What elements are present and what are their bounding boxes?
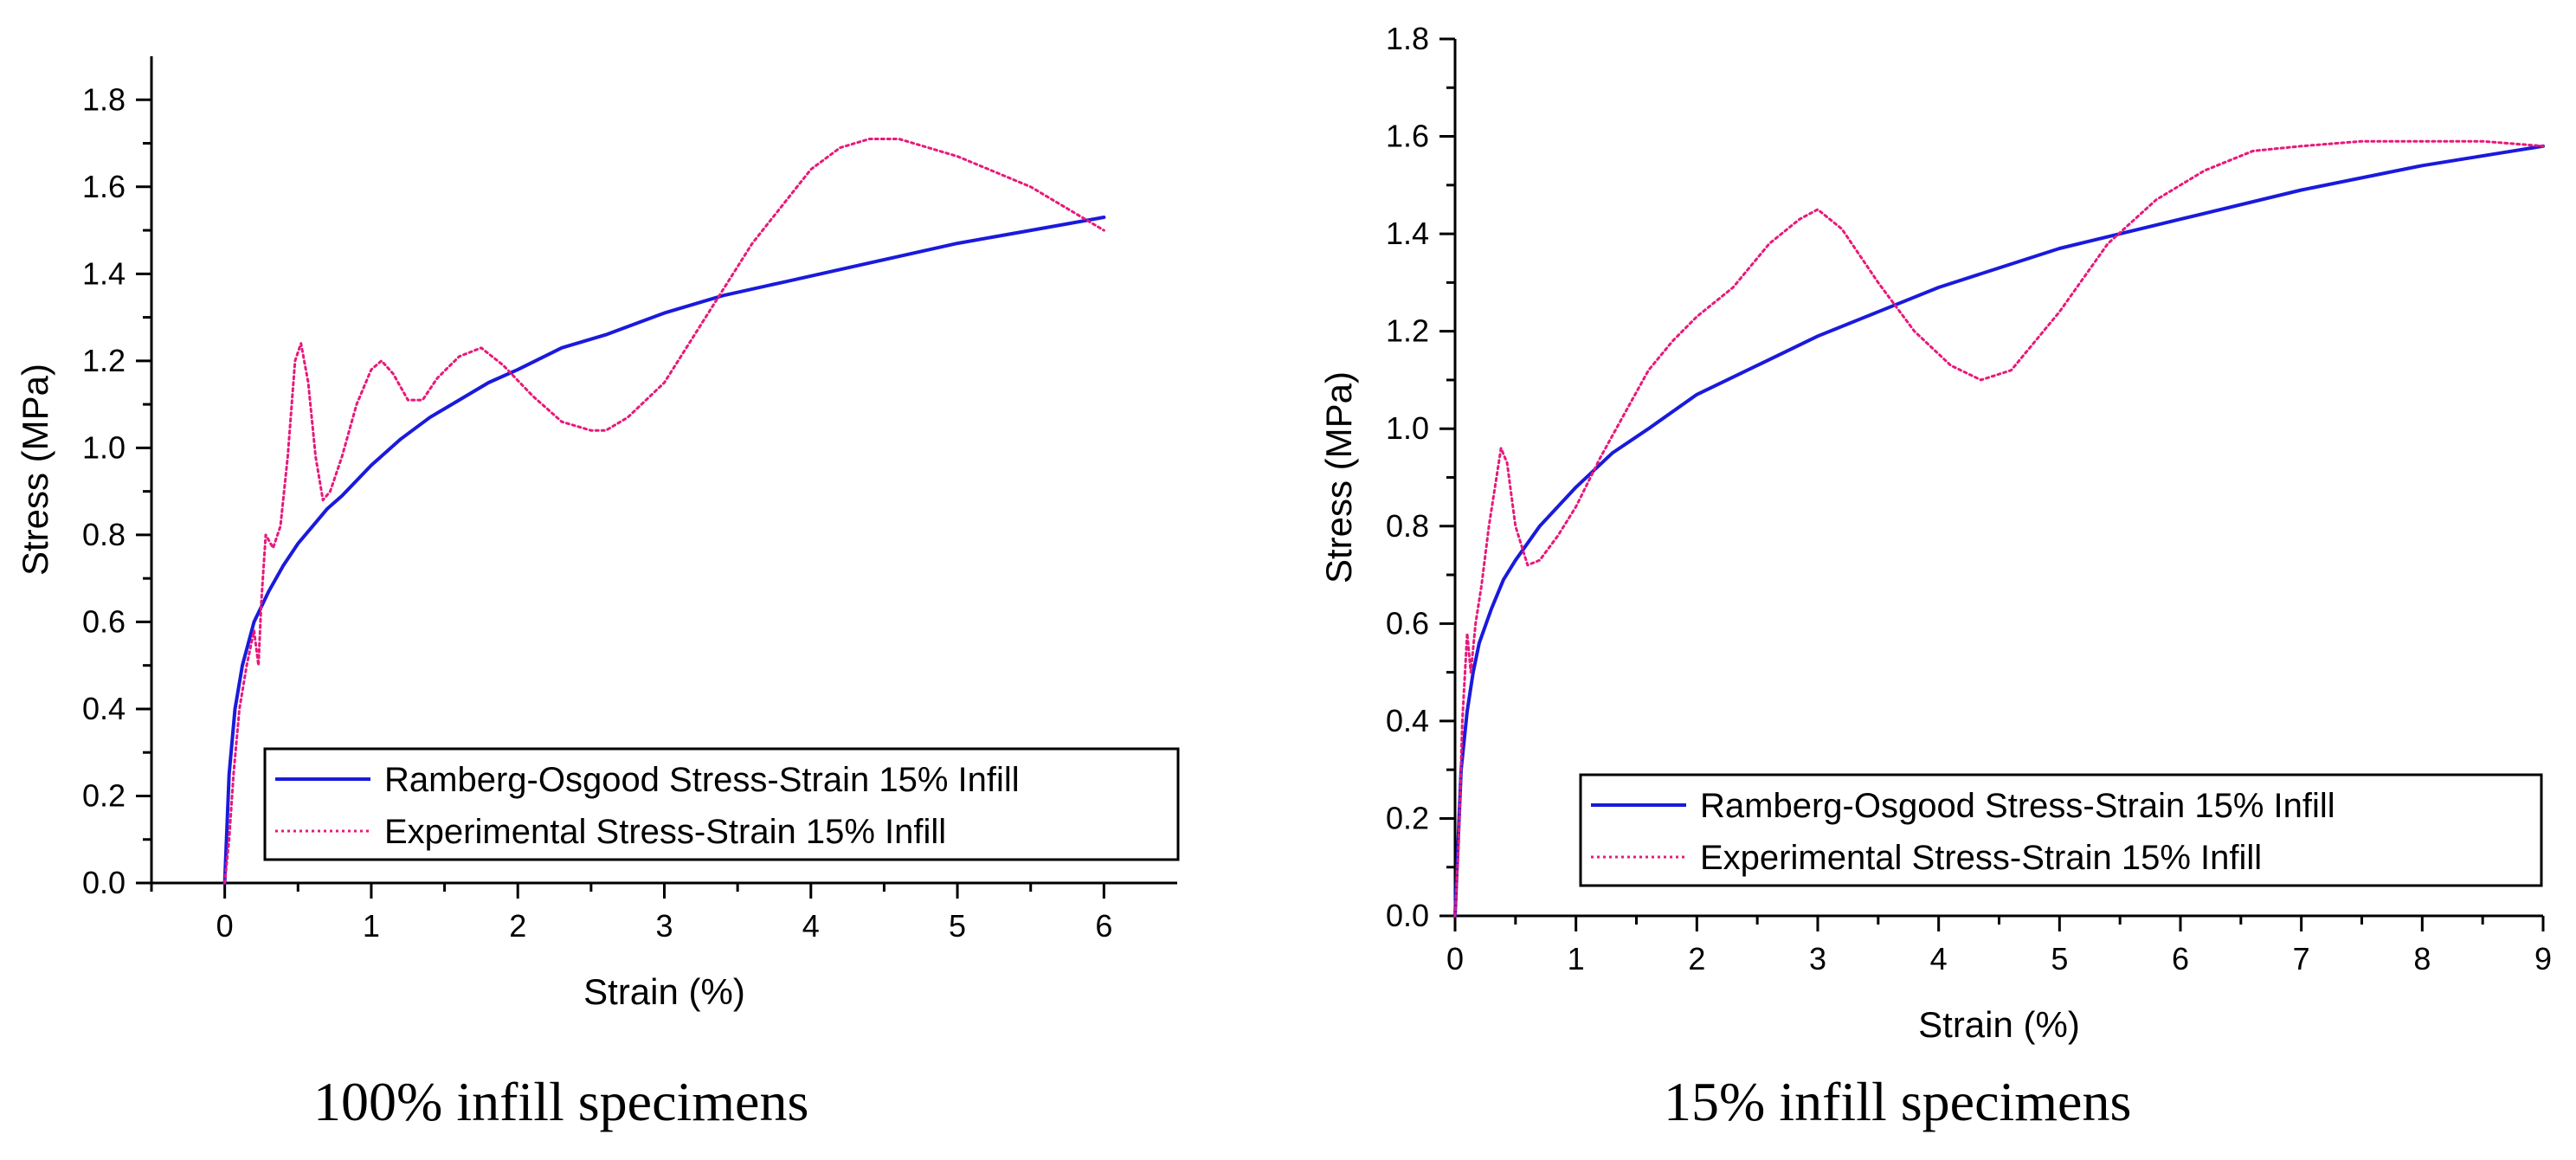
x-axis-title: Strain (%) <box>583 971 745 1012</box>
y-tick-label: 1.0 <box>1386 410 1429 446</box>
y-tick-label: 0.4 <box>82 691 126 726</box>
x-tick-label: 9 <box>2534 941 2552 976</box>
y-tick-label: 1.8 <box>1386 21 1429 56</box>
x-tick-label: 3 <box>655 908 673 944</box>
y-tick-label: 1.4 <box>1386 216 1429 251</box>
x-tick-label: 5 <box>949 908 966 944</box>
x-tick-label: 0 <box>1446 941 1464 976</box>
y-tick-label: 0.0 <box>82 865 126 900</box>
y-axis-title: Stress (MPa) <box>1318 371 1359 583</box>
y-tick-label: 1.8 <box>82 81 126 117</box>
x-tick-label: 0 <box>216 908 234 944</box>
x-tick-label: 5 <box>2051 941 2068 976</box>
y-tick-label: 1.2 <box>82 343 126 378</box>
y-axis-title: Stress (MPa) <box>15 364 55 576</box>
y-tick-label: 1.0 <box>82 429 126 465</box>
x-tick-label: 2 <box>1688 941 1705 976</box>
legend-box <box>263 747 1180 861</box>
y-tick-label: 0.8 <box>82 517 126 552</box>
x-tick-label: 7 <box>2293 941 2310 976</box>
caption-100-infill: 100% infill specimens <box>313 1071 809 1132</box>
chart-panel-15-infill: 0.0 0.2 0.4 0.6 0.8 1.0 1.2 1.4 1.6 1.8 0 1 2 3 4 5 6 7 8 9… <box>1288 0 2576 1160</box>
x-tick-label: 4 <box>1930 941 1948 976</box>
y-tick-label: 1.4 <box>82 255 126 291</box>
y-tick-label: 0.8 <box>1386 508 1429 544</box>
y-tick-label: 0.6 <box>1386 605 1429 641</box>
y-tick-label: 0.6 <box>82 603 126 639</box>
legend-box <box>1579 773 2543 887</box>
chart-15-infill: 0.0 0.2 0.4 0.6 0.8 1.0 1.2 1.4 1.6 1.8 0 1 2 3 4 5 6 7 8 9… <box>1318 21 2552 1045</box>
y-tick-label: 0.0 <box>1386 898 1429 933</box>
legend-label: Ramberg-Osgood Stress-Strain 15% Infill <box>384 761 1020 799</box>
x-tick-label: 8 <box>2413 941 2431 976</box>
x-tick-label: 6 <box>2172 941 2189 976</box>
series-line-ramberg-osgood <box>1453 144 2545 918</box>
series-line-experimental <box>223 138 1105 885</box>
x-tick-label: 6 <box>1095 908 1112 944</box>
y-tick-label: 0.2 <box>82 777 126 813</box>
y-tick-label: 1.6 <box>1386 119 1429 154</box>
series-line-ramberg-osgood <box>222 216 1106 885</box>
caption-15-infill: 15% infill specimens <box>1664 1071 2132 1132</box>
chart-panel-100-infill: 0.0 0.2 0.4 0.6 0.8 1.0 1.2 1.4 1.6 1.8 0 1 2 3 4 5 6 Str… <box>15 56 1180 1132</box>
x-axis-title: Strain (%) <box>1918 1004 2080 1045</box>
y-tick-label: 0.2 <box>1386 800 1429 835</box>
y-tick-label: 1.6 <box>82 169 126 204</box>
y-tick-label: 1.2 <box>1386 313 1429 349</box>
x-tick-label: 1 <box>1568 941 1585 976</box>
x-tick-label: 4 <box>802 908 820 944</box>
legend-label: Experimental Stress-Strain 15% Infill <box>1700 839 2262 877</box>
x-tick-label: 1 <box>363 908 380 944</box>
legend-label: Ramberg-Osgood Stress-Strain 15% Infill <box>1700 787 2335 825</box>
y-tick-label: 0.4 <box>1386 703 1429 738</box>
legend-label: Experimental Stress-Strain 15% Infill <box>384 813 946 851</box>
x-tick-label: 3 <box>1809 941 1826 976</box>
series-line-experimental <box>1453 139 2545 918</box>
x-tick-label: 2 <box>509 908 526 944</box>
chart-100-infill: 0.0 0.2 0.4 0.6 0.8 1.0 1.2 1.4 1.6 1.8 0 1 2 3 4 5 6 Str… <box>15 56 1180 1012</box>
